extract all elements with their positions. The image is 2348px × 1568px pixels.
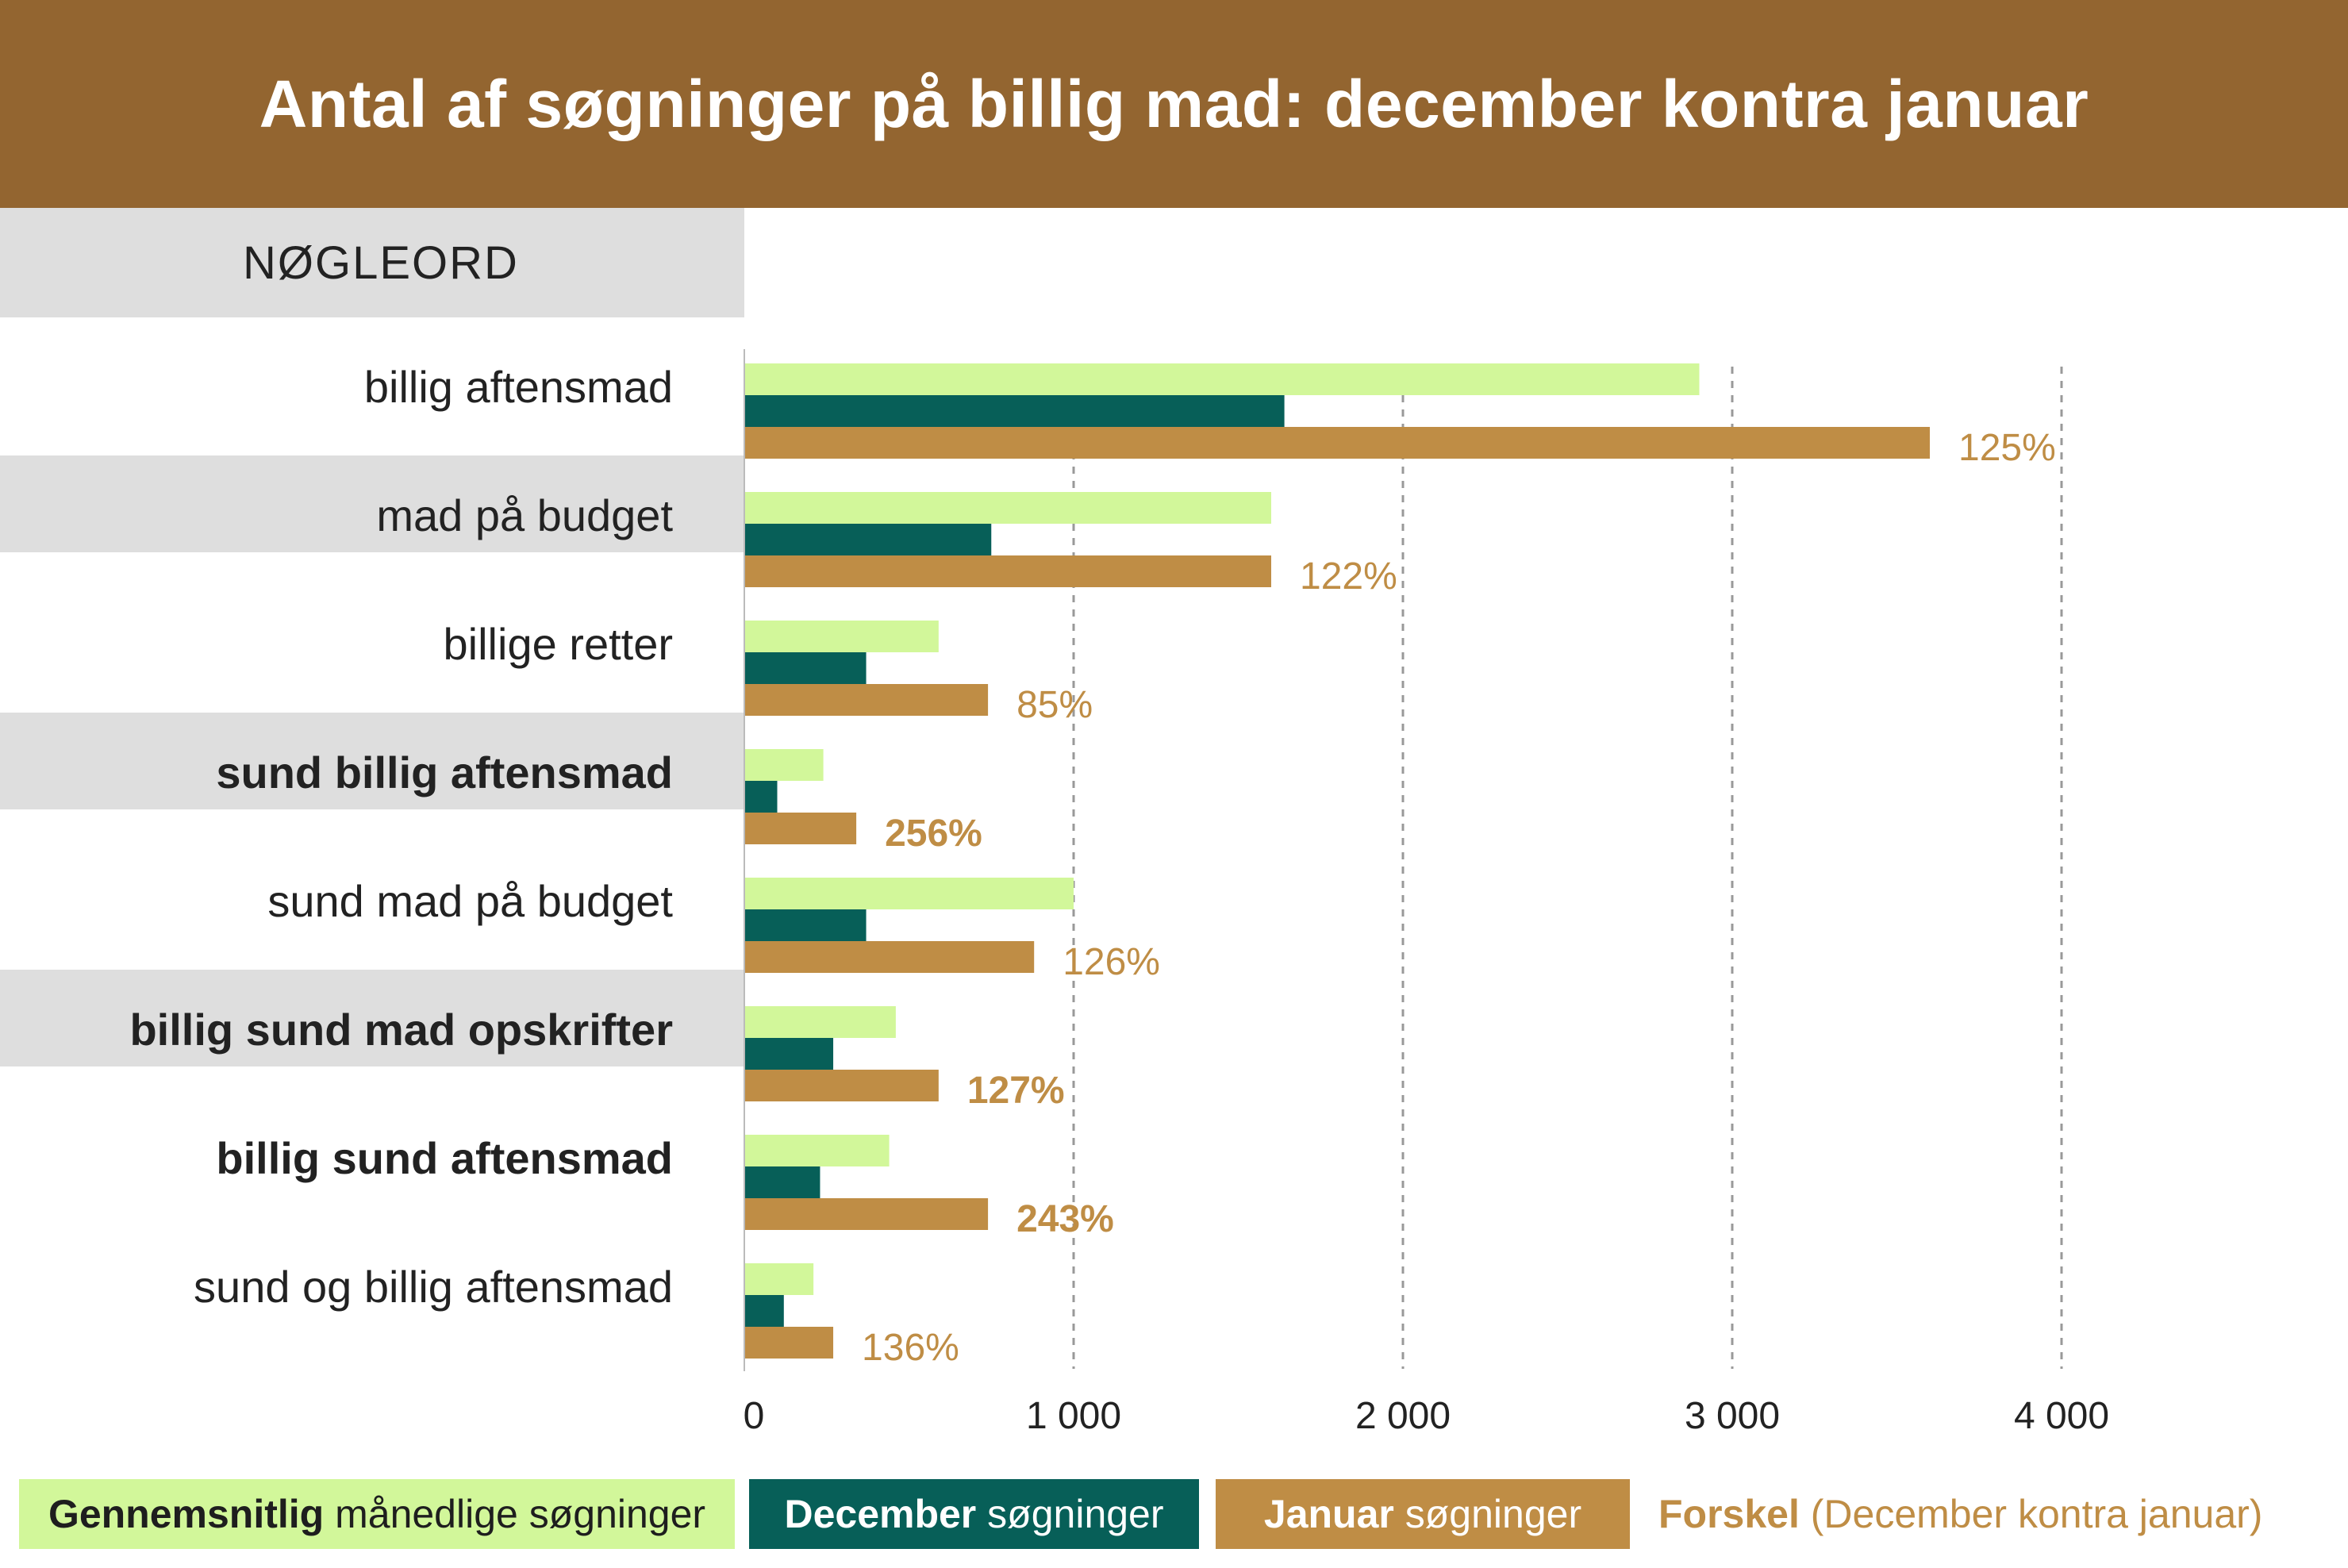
- bar-average: [744, 1006, 896, 1038]
- row-stripe: [0, 970, 744, 1066]
- legend-average: Gennemsnitlig månedlige søgninger: [19, 1479, 735, 1549]
- bar-average: [744, 878, 1074, 909]
- legend-january: Januar søgninger: [1216, 1479, 1630, 1549]
- legend-december-rest: søgninger: [987, 1492, 1164, 1536]
- bar-january: [744, 941, 1035, 973]
- difference-label: 127%: [967, 1070, 1065, 1112]
- difference-label: 126%: [1063, 941, 1160, 983]
- bar-average: [744, 492, 1271, 524]
- legend-january-rest: søgninger: [1405, 1492, 1582, 1536]
- category-label: mad på budget: [376, 490, 673, 540]
- legend-difference: Forskel (December kontra januar): [1658, 1479, 2333, 1549]
- bar-december: [744, 1295, 784, 1327]
- legend-january-bold: Januar: [1263, 1492, 1394, 1536]
- x-tick-label: 1 000: [1026, 1395, 1121, 1437]
- bar-january: [744, 1198, 989, 1230]
- bar-chart: billig aftensmad mad på budget billige ret…: [0, 349, 2109, 1437]
- category-label: sund billig aftensmad: [216, 747, 673, 797]
- bar-average: [744, 1263, 814, 1295]
- bar-january: [744, 555, 1271, 587]
- bar-december: [744, 781, 778, 813]
- bar-december: [744, 909, 867, 941]
- difference-label: 243%: [1016, 1198, 1114, 1240]
- legend-december-bold: December: [784, 1492, 977, 1536]
- bar-average: [744, 363, 1700, 395]
- x-tick-label: 3 000: [1685, 1395, 1780, 1437]
- difference-label: 85%: [1016, 684, 1093, 726]
- bar-december: [744, 395, 1285, 427]
- category-label: billig sund mad opskrifter: [129, 1005, 673, 1055]
- chart-title-banner: Antal af søgninger på billig mad: decemb…: [0, 0, 2348, 208]
- legend-december: December søgninger: [749, 1479, 1199, 1549]
- bar-december: [744, 1166, 820, 1198]
- x-tick-label: 2 000: [1355, 1395, 1451, 1437]
- category-label: billig sund aftensmad: [216, 1133, 673, 1183]
- x-tick-label: 4 000: [2014, 1395, 2109, 1437]
- bar-january: [744, 684, 989, 716]
- chart-title: Antal af søgninger på billig mad: decemb…: [259, 66, 2089, 141]
- legend-difference-bold: Forskel: [1658, 1492, 1800, 1536]
- difference-label: 125%: [1958, 427, 2056, 469]
- keyword-heading: NØGLEORD: [243, 236, 519, 289]
- difference-label: 136%: [862, 1327, 959, 1369]
- category-label: billige retter: [444, 619, 673, 669]
- category-label: billig aftensmad: [364, 362, 673, 412]
- bar-december: [744, 524, 992, 555]
- bar-average: [744, 749, 824, 781]
- bar-december: [744, 1038, 834, 1070]
- bar-average: [744, 1135, 890, 1166]
- bar-december: [744, 652, 867, 684]
- row-stripe: [0, 455, 744, 552]
- row-stripe: [0, 713, 744, 809]
- bar-january: [744, 1327, 834, 1359]
- keyword-column-header: NØGLEORD: [0, 208, 744, 317]
- difference-label: 122%: [1300, 555, 1397, 598]
- legend-average-rest: månedlige søgninger: [335, 1492, 706, 1536]
- legend-average-bold: Gennemsnitlig: [48, 1492, 325, 1536]
- bar-january: [744, 813, 857, 844]
- category-label: sund mad på budget: [267, 876, 673, 926]
- difference-label: 256%: [885, 813, 982, 855]
- bar-average: [744, 621, 939, 652]
- legend-difference-rest: (December kontra januar): [1810, 1492, 2263, 1536]
- bar-january: [744, 1070, 939, 1101]
- category-label: sund og billig aftensmad: [194, 1262, 673, 1312]
- bar-january: [744, 427, 1930, 459]
- x-tick-label: 0: [744, 1395, 765, 1437]
